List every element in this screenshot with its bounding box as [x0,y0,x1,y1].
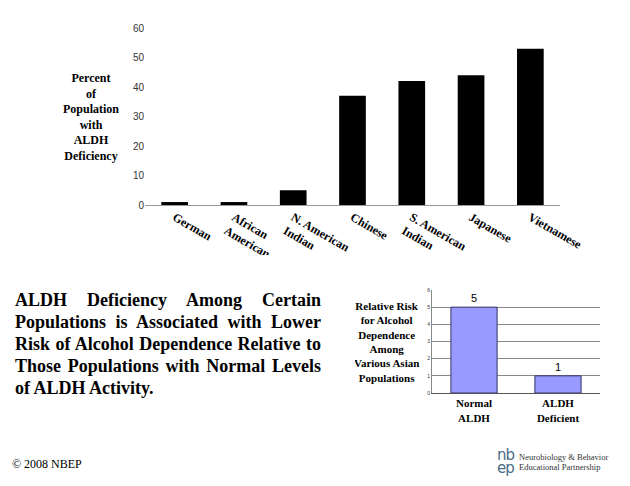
svg-text:50: 50 [133,52,145,63]
svg-text:Japanese: Japanese [467,210,515,246]
svg-text:60: 60 [133,23,145,34]
svg-text:ALDHDeficient: ALDHDeficient [537,397,579,423]
svg-text:2: 2 [427,355,430,361]
svg-text:5: 5 [427,304,430,310]
svg-text:5: 5 [471,292,477,304]
svg-text:N. AmericanIndian: N. AmericanIndian [281,210,352,255]
svg-text:0: 0 [138,200,144,211]
html-text:Educational Partnership: Educational Partnership [519,462,601,472]
svg-text:Chinese: Chinese [348,210,391,243]
svg-text:0: 0 [427,390,430,396]
svg-text:1: 1 [555,361,561,373]
svg-text:40: 40 [133,82,145,93]
svg-text:20: 20 [133,141,145,152]
svg-text:AfricanAmerican: AfricanAmerican [222,210,281,255]
html-text:ALDH Deficiency Among Certain: ALDH Deficiency Among Certain Population… [15,290,321,398]
svg-text:NormalALDH: NormalALDH [456,397,492,423]
html-text:nb: nb [497,446,514,464]
svg-text:PercentofPopulationwithALDHDef: PercentofPopulationwithALDHDeficiency [63,71,119,163]
svg-text:German: German [170,210,214,244]
svg-text:10: 10 [133,170,145,181]
svg-text:6: 6 [427,287,430,293]
svg-text:S. AmericanIndian: S. AmericanIndian [399,210,468,255]
svg-text:3: 3 [427,338,430,344]
svg-text:4: 4 [427,321,430,327]
svg-text:Relative Riskfor AlcoholDepend: Relative Riskfor AlcoholDependenceAmongV… [355,300,419,384]
svg-text:1: 1 [427,373,430,379]
html-text:ep: ep [497,459,514,477]
html-text:Neurobiology & Behavior: Neurobiology & Behavior [519,452,609,462]
html-text:© 2008 NBEP: © 2008 NBEP [12,457,82,471]
svg-text:Vietnamese: Vietnamese [526,210,585,252]
svg-text:30: 30 [133,111,145,122]
